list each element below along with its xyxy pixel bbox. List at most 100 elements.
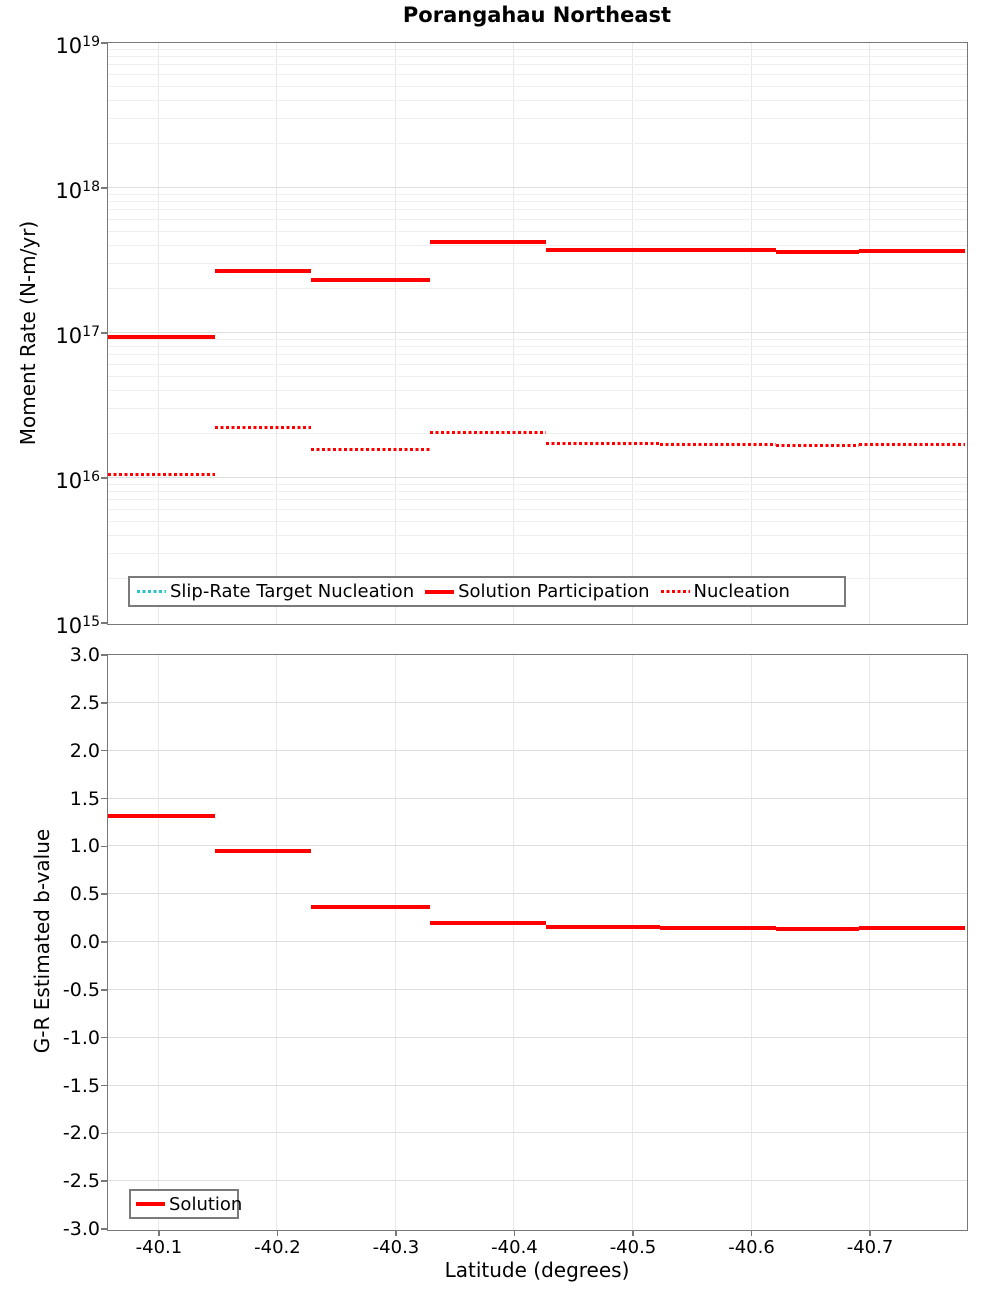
- y-tick-label: 1019: [55, 34, 100, 58]
- b-value-plot: [106, 653, 968, 1231]
- solution-participation-segment: [107, 335, 216, 340]
- y-tick-label: -1.5: [62, 1074, 100, 1097]
- gridline-minor: [107, 56, 967, 58]
- y-tick-mark: [101, 332, 108, 334]
- solution-segment: [107, 814, 216, 819]
- gridline-major: [107, 893, 967, 895]
- x-tick-label: -40.3: [372, 1237, 420, 1258]
- legend-item-slip-rate-target-nucleation: Slip-Rate Target Nucleation: [137, 581, 414, 602]
- gridline-minor: [107, 209, 967, 211]
- y-tick-label: 1017: [55, 324, 100, 348]
- solution-participation-segment: [775, 249, 859, 254]
- x-tick-label: -40.5: [609, 1237, 657, 1258]
- y-tick-mark: [101, 654, 108, 656]
- gridline-major: [107, 332, 967, 333]
- gridline-major: [107, 941, 967, 942]
- gridline-minor: [107, 509, 967, 511]
- gridline-vertical: [276, 654, 278, 1230]
- x-tick-mark: [276, 1230, 279, 1236]
- gridline-major: [107, 845, 967, 847]
- gridline-minor: [107, 99, 967, 101]
- y-tick-label: -2.0: [62, 1122, 100, 1145]
- gridline-minor: [107, 389, 967, 391]
- gridline-minor: [107, 534, 967, 536]
- y-tick-mark: [101, 42, 108, 44]
- nucleation-segment: [107, 472, 216, 476]
- x-tick-mark: [632, 1230, 634, 1236]
- y-tick-mark: [101, 1228, 108, 1230]
- y-tick-mark: [101, 622, 108, 624]
- solution-participation-segment: [659, 248, 776, 253]
- solution-segment: [545, 925, 660, 930]
- y-tick-label: 0.5: [69, 883, 100, 906]
- legend-item-solution-participation: Solution Participation: [425, 581, 650, 602]
- solution-participation-segment: [215, 269, 312, 274]
- gridline-vertical: [157, 42, 159, 624]
- gridline-minor: [107, 552, 967, 554]
- gridline-major: [107, 1180, 967, 1182]
- gridline-minor: [107, 483, 967, 485]
- legend-b-value: Solution: [129, 1189, 242, 1219]
- gridline-minor: [107, 433, 967, 435]
- y-tick-mark: [101, 1084, 108, 1087]
- gridline-minor: [107, 230, 967, 232]
- x-tick-label: -40.1: [135, 1237, 183, 1258]
- gridline-vertical: [513, 654, 515, 1230]
- nucleation-segment: [311, 448, 430, 452]
- gridline-minor: [107, 364, 967, 366]
- gridline-minor: [107, 117, 967, 119]
- y-tick-mark: [101, 797, 108, 800]
- legend-label-solution-participation: Solution Participation: [458, 581, 650, 602]
- y-tick-label: -3.0: [62, 1218, 100, 1240]
- gridline-vertical: [513, 42, 515, 624]
- gridline-major: [107, 749, 967, 751]
- y-tick-label: 1.0: [69, 835, 100, 858]
- y-tick-mark: [101, 845, 108, 848]
- gridline-vertical: [869, 654, 870, 1230]
- gridline-minor: [107, 193, 967, 195]
- gridline-major: [107, 1132, 967, 1134]
- gridline-minor: [107, 143, 967, 145]
- solution-participation-line-sample-icon: [425, 589, 455, 594]
- gridline-minor: [107, 201, 967, 203]
- y-tick-mark: [101, 749, 108, 752]
- gridline-minor: [107, 520, 967, 522]
- gridline-vertical: [631, 654, 633, 1230]
- solution-participation-segment: [858, 248, 966, 253]
- y-tick-label: -0.5: [62, 978, 100, 1001]
- gridline-major: [107, 187, 967, 188]
- y-tick-mark: [101, 1180, 108, 1182]
- legend-moment-rate: Slip-Rate Target Nucleation Solution Par…: [128, 576, 846, 607]
- solution-participation-segment: [545, 248, 660, 253]
- gridline-minor: [107, 85, 967, 87]
- y-tick-label: 1016: [55, 469, 100, 493]
- chart-title: Porangahau Northeast: [402, 3, 672, 27]
- gridline-major: [107, 1036, 967, 1038]
- y-tick-label: 1015: [55, 614, 100, 638]
- gridline-major: [107, 988, 967, 990]
- y-tick-label: 3.0: [69, 644, 100, 666]
- solution-segment: [858, 926, 966, 931]
- gridline-vertical: [631, 42, 633, 624]
- nucleation-segment: [659, 442, 776, 446]
- solution-participation-segment: [429, 240, 546, 245]
- solution-segment: [429, 921, 546, 926]
- x-tick-mark: [750, 1230, 753, 1236]
- solution-participation-segment: [311, 278, 430, 283]
- y-tick-mark: [101, 702, 108, 704]
- gridline-minor: [107, 338, 967, 340]
- y-tick-label: -1.0: [62, 1026, 100, 1049]
- y-tick-mark: [101, 989, 108, 991]
- gridline-vertical: [276, 42, 278, 624]
- solution-segment: [775, 927, 859, 932]
- nucleation-segment: [775, 444, 859, 448]
- gridline-minor: [107, 219, 967, 221]
- gridline-minor: [107, 491, 967, 493]
- legend-label-nucleation: Nucleation: [693, 581, 790, 602]
- gridline-vertical: [869, 42, 870, 624]
- x-tick-mark: [513, 1230, 516, 1236]
- solution-segment: [311, 905, 430, 910]
- y-tick-label: 1.5: [69, 787, 100, 810]
- solution-line-sample-icon: [136, 1202, 165, 1206]
